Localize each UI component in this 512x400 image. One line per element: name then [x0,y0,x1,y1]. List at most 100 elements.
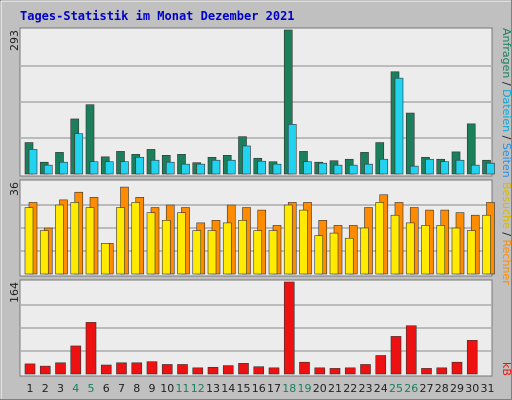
x-tick-label-23: 23 [359,382,373,395]
bar-kb-22 [344,367,356,375]
bar-kb-12 [192,367,204,375]
bar-besuche-9 [146,212,156,275]
bar-kb-18 [283,281,295,375]
bar-dateien-15 [242,145,251,175]
x-tick-label-20: 20 [313,382,327,395]
bar-kb-1 [24,363,36,375]
x-tick-label-9: 9 [149,382,156,395]
bar-dateien-18 [287,124,297,175]
bars [24,29,495,375]
bar-besuche-21 [329,232,339,275]
bar-kb-30 [466,340,478,375]
bar-dateien-19 [303,161,312,175]
label-sep-2: / [500,132,512,143]
x-tick-label-24: 24 [374,382,388,395]
bar-kb-9 [146,361,158,375]
bar-dateien-20 [318,162,328,175]
bar-dateien-29 [455,159,465,175]
bar-besuche-1 [24,207,34,275]
bar-dateien-13 [211,159,221,175]
bar-dateien-11 [181,163,190,175]
bar-besuche-17 [268,230,278,275]
bar-kb-14 [222,365,234,375]
bar-besuche-14 [222,222,232,275]
x-tick-label-27: 27 [420,382,434,395]
bar-kb-23 [360,364,371,375]
bar-besuche-31 [482,214,491,275]
bar-besuche-20 [314,235,324,275]
bar-kb-21 [329,368,341,375]
bar-dateien-22 [348,164,358,175]
bar-kb-26 [405,325,417,375]
label-sep-1: / [500,78,512,89]
bar-kb-4 [70,345,82,375]
x-tick-label-14: 14 [221,382,235,395]
bar-kb-28 [436,367,448,375]
bar-dateien-3 [59,161,68,175]
bar-dateien-27 [425,158,434,175]
bar-kb-13 [207,366,219,375]
bar-besuche-7 [116,207,125,275]
bar-besuche-2 [39,230,49,275]
bar-kb-19 [299,361,310,375]
bar-kb-11 [177,364,188,375]
bar-kb-8 [131,362,143,375]
bar-kb-27 [421,368,432,375]
bar-besuche-11 [177,212,186,275]
bar-dateien-10 [165,161,175,175]
bar-dateien-4 [74,133,84,175]
x-tick-label-8: 8 [133,382,140,395]
x-tick-label-2: 2 [42,382,49,395]
bar-dateien-14 [226,159,236,175]
x-tick-label-22: 22 [343,382,357,395]
x-tick-label-28: 28 [435,382,449,395]
bar-besuche-30 [466,230,476,275]
bar-dateien-24 [379,158,389,175]
label-seiten: Seiten [500,143,512,178]
bottom-right-series-label: kB [500,362,512,376]
bar-dateien-8 [135,156,145,175]
x-tick-label-26: 26 [404,382,418,395]
bar-besuche-10 [161,220,171,275]
bar-besuche-24 [375,202,385,275]
middle-panel-max-label: 36 [8,182,21,196]
bar-besuche-3 [55,204,64,275]
bar-dateien-12 [196,163,206,175]
bar-besuche-16 [253,230,263,275]
bar-kb-3 [55,362,66,375]
bar-dateien-21 [333,164,343,175]
bar-dateien-28 [440,161,450,175]
x-tick-label-19: 19 [298,382,312,395]
bar-besuche-13 [207,230,217,275]
bar-besuche-22 [344,237,354,275]
x-tick-label-11: 11 [176,382,190,395]
label-sep-3: / [500,229,512,240]
bar-kb-16 [253,366,265,375]
x-tick-label-29: 29 [450,382,464,395]
x-tick-label-1: 1 [27,382,34,395]
label-dateien: Dateien [500,89,512,132]
x-axis-labels: 1 2 3 4 5 6 7 8 9 10 11 12 13 14 15 16 17 18 19 20 21 22 23 24 2… [27,382,495,395]
bar-kb-24 [375,355,387,375]
bar-besuche-12 [192,230,202,275]
bar-kb-10 [161,364,173,375]
bar-dateien-1 [28,149,38,175]
x-tick-label-6: 6 [103,382,110,395]
bar-dateien-25 [394,77,404,175]
bar-besuche-26 [405,222,415,275]
bar-dateien-9 [150,159,160,175]
bar-dateien-26 [409,165,419,175]
x-tick-label-10: 10 [160,382,174,395]
x-tick-label-7: 7 [118,382,125,395]
bar-dateien-17 [272,163,282,175]
bar-besuche-27 [421,225,430,275]
x-tick-label-12: 12 [191,382,205,395]
x-tick-label-4: 4 [72,382,79,395]
top-panel-max-label: 293 [8,30,21,51]
x-tick-label-5: 5 [88,382,95,395]
bar-dateien-16 [257,160,267,175]
label-anfragen: Anfragen [500,28,512,78]
bar-besuche-15 [238,220,247,275]
chart-title: Tages-Statistik im Monat Dezember 2021 [20,9,295,23]
